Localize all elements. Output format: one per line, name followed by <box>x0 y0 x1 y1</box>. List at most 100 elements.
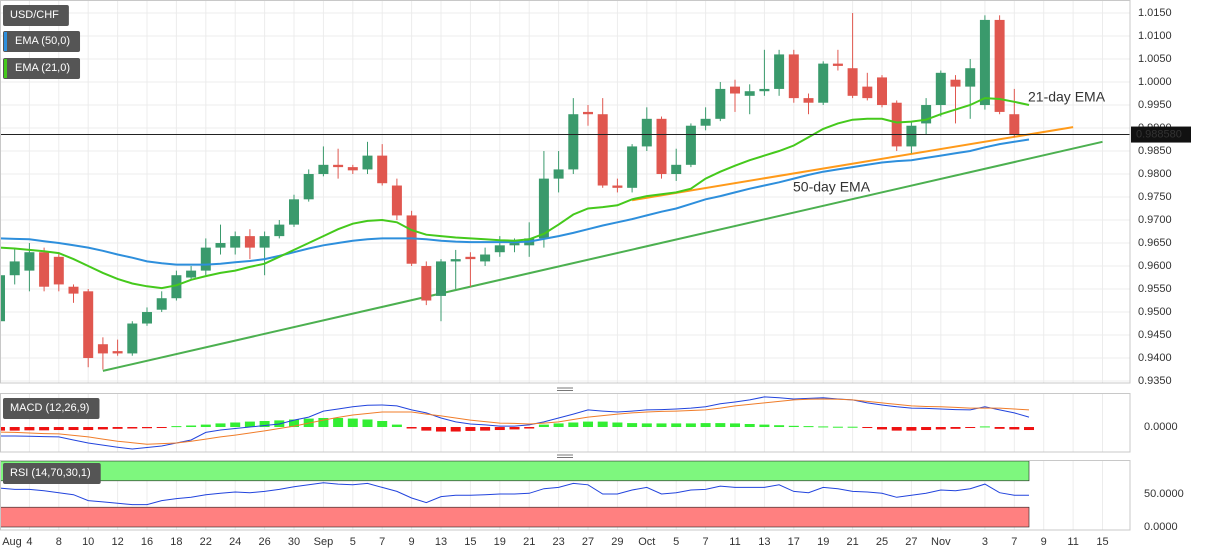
histogram-bar <box>656 423 667 428</box>
candle-body <box>950 79 961 87</box>
x-tick-label: 21 <box>523 536 535 548</box>
candle-body <box>406 215 417 264</box>
y-tick-label: 0.9700 <box>1138 214 1172 226</box>
histogram-bar <box>671 423 682 428</box>
annotation: 50-day EMA <box>793 179 871 195</box>
x-tick-label: 18 <box>170 536 182 548</box>
legend-label: USD/CHF <box>10 9 59 21</box>
candle-body <box>53 256 64 285</box>
histogram-bar <box>494 427 505 431</box>
histogram-bar <box>244 421 255 428</box>
y-tick-label: 0.9600 <box>1138 260 1172 272</box>
candle-body <box>142 312 153 324</box>
candle-body <box>774 54 785 89</box>
candle-body <box>391 185 402 216</box>
candle-body <box>289 199 300 225</box>
candle-body <box>68 286 79 294</box>
histogram-bar <box>347 418 358 428</box>
candle-body <box>303 174 314 200</box>
histogram-bar <box>685 423 696 428</box>
panel-frames <box>0 0 1131 531</box>
x-tick-label: 21 <box>846 536 858 548</box>
y-tick-label: 1.0050 <box>1138 53 1172 65</box>
candle-body <box>891 102 902 147</box>
candle-body <box>39 252 50 287</box>
x-tick-label: 30 <box>288 536 300 548</box>
histogram-bar <box>9 427 20 431</box>
x-tick-label: 29 <box>611 536 623 548</box>
legend-swatch <box>4 32 7 51</box>
histogram-bar <box>259 420 270 428</box>
candle-body <box>494 245 505 253</box>
x-tick-label: Sep <box>314 536 334 548</box>
histogram-bar <box>744 424 755 428</box>
y-tick-label: 0.9400 <box>1138 352 1172 364</box>
histogram-bar <box>333 417 344 428</box>
legend-label: MACD (12,26,9) <box>10 402 89 414</box>
x-tick-label: 25 <box>876 536 888 548</box>
candle-body <box>538 178 549 239</box>
legend-box <box>3 398 100 419</box>
candle-body <box>421 266 432 301</box>
candle-body <box>347 167 358 171</box>
candle-body <box>759 88 770 92</box>
candle-body <box>333 164 344 168</box>
candle-body <box>156 298 167 310</box>
x-tick-label: 9 <box>1041 536 1047 548</box>
candle-body <box>362 155 373 170</box>
x-tick-label: Nov <box>931 536 951 548</box>
candle-body <box>862 86 873 99</box>
x-tick-label: 22 <box>200 536 212 548</box>
overbought-band <box>0 460 1030 482</box>
candle-body <box>450 259 461 262</box>
histogram-bar <box>171 426 182 428</box>
price-panel <box>0 0 1130 383</box>
candle-body <box>994 19 1005 112</box>
histogram-bar <box>436 427 447 432</box>
x-tick-label: Oct <box>638 536 655 548</box>
histogram-bar <box>568 422 579 428</box>
candle-body <box>465 256 476 260</box>
candle-body <box>24 252 35 271</box>
macd-panel <box>0 393 1104 452</box>
x-tick-label: 7 <box>703 536 709 548</box>
trendline <box>631 126 1074 202</box>
x-tick-label: 24 <box>229 536 241 548</box>
candle-body <box>597 114 608 186</box>
x-tick-label: 23 <box>552 536 564 548</box>
rsi-line <box>0 482 1029 506</box>
x-tick-label: 27 <box>582 536 594 548</box>
histogram-bar <box>127 427 138 429</box>
histogram-bar <box>921 427 932 431</box>
x-tick-label: 13 <box>435 536 447 548</box>
candle-body <box>715 88 726 119</box>
histogram-bar <box>803 426 814 428</box>
y-tick-label: 0.9750 <box>1138 191 1172 203</box>
candle-body <box>730 86 741 94</box>
histogram-bar <box>583 421 594 428</box>
legend-label: EMA (50,0) <box>15 35 70 47</box>
candle-body <box>1009 114 1020 135</box>
x-tick-label: 13 <box>758 536 770 548</box>
candle-body <box>979 19 990 106</box>
candle-body <box>318 164 329 175</box>
candle-body <box>509 243 520 246</box>
candle-body <box>186 270 197 278</box>
histogram-bar <box>142 427 153 429</box>
annotation: 21-day EMA <box>1028 89 1106 105</box>
x-tick-label: Aug <box>2 536 22 548</box>
histogram-bar <box>156 427 167 429</box>
x-tick-label: 7 <box>379 536 385 548</box>
histogram-bar <box>509 427 520 430</box>
candle-body <box>259 236 270 248</box>
histogram-bar <box>0 427 5 431</box>
x-tick-label: 10 <box>82 536 94 548</box>
macd-line <box>0 398 1030 445</box>
y-tick-label: 0.9350 <box>1138 375 1172 387</box>
legend-box <box>3 58 81 79</box>
y-tick-label: 1.0100 <box>1138 30 1172 42</box>
histogram-bar <box>847 426 858 428</box>
histogram-bar <box>906 427 917 431</box>
histogram-bar <box>935 427 946 430</box>
trendline <box>102 140 1103 372</box>
